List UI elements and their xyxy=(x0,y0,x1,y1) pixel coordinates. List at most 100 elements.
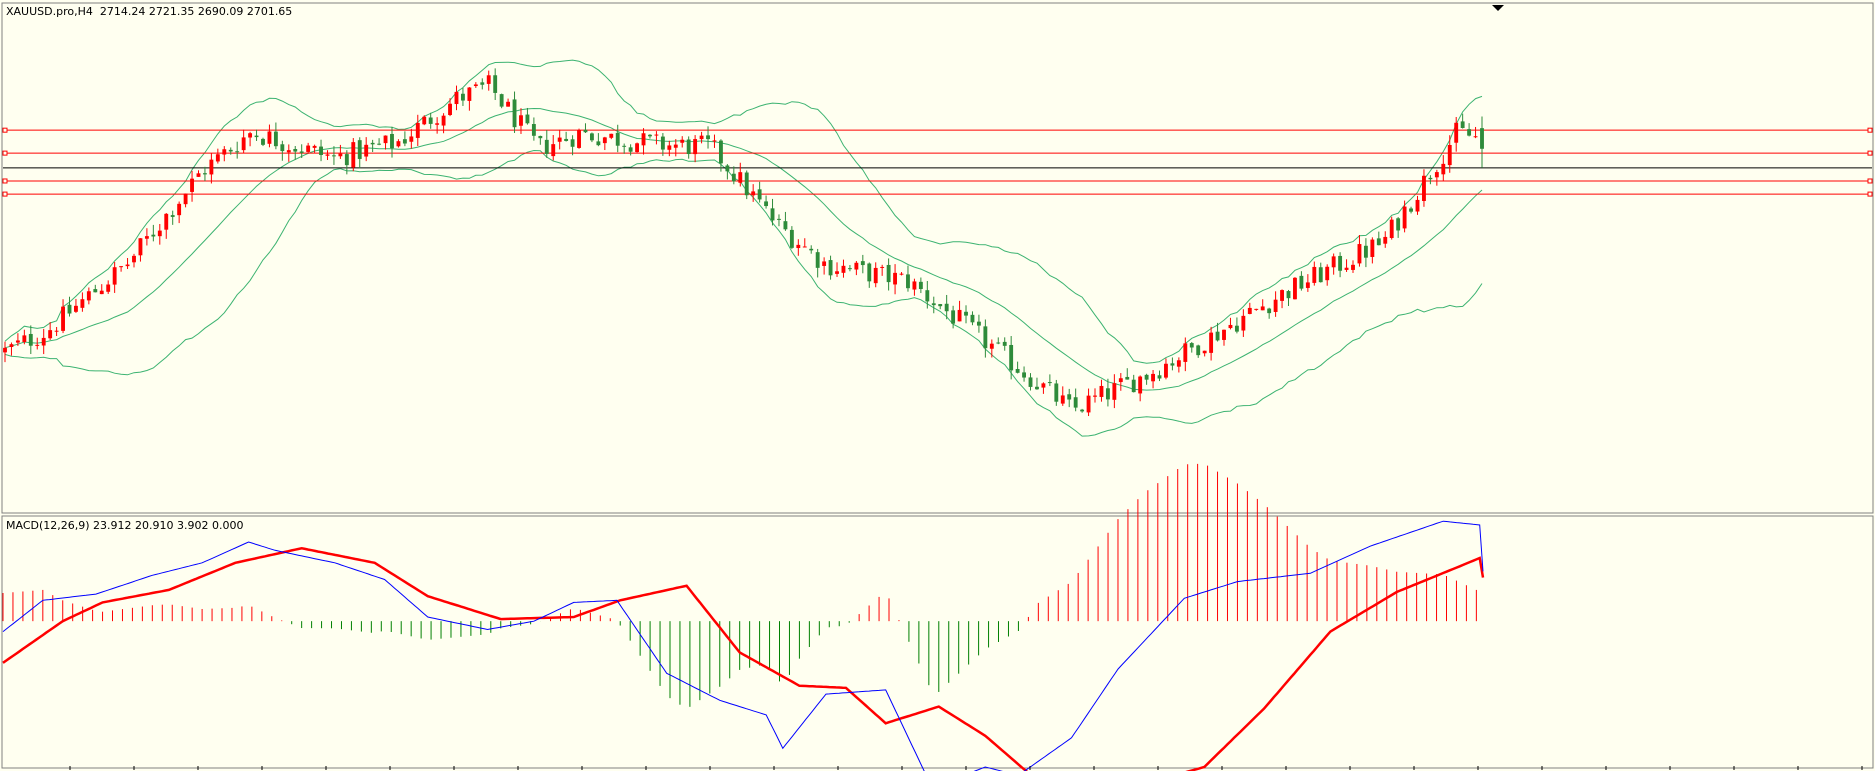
candle[interactable] xyxy=(712,134,717,148)
candle[interactable] xyxy=(1060,386,1065,406)
candle[interactable] xyxy=(899,272,904,276)
candle[interactable] xyxy=(835,262,839,277)
candle[interactable] xyxy=(725,164,730,180)
candle[interactable] xyxy=(1105,378,1110,407)
candle[interactable] xyxy=(1009,336,1014,380)
candle[interactable] xyxy=(512,91,517,133)
candle[interactable] xyxy=(1247,302,1252,315)
candle[interactable] xyxy=(976,314,981,333)
candle[interactable] xyxy=(609,133,614,140)
candle[interactable] xyxy=(254,129,259,141)
candle[interactable] xyxy=(1028,373,1033,391)
candle[interactable] xyxy=(1099,379,1104,402)
candle[interactable] xyxy=(422,115,427,126)
candle[interactable] xyxy=(764,195,769,209)
candle[interactable] xyxy=(648,134,652,139)
candle[interactable] xyxy=(209,153,214,184)
candle[interactable] xyxy=(667,140,672,157)
candle[interactable] xyxy=(177,201,182,224)
candle[interactable] xyxy=(1022,366,1027,382)
candle[interactable] xyxy=(886,258,891,291)
candle[interactable] xyxy=(957,300,962,322)
candle[interactable] xyxy=(673,139,678,157)
candle[interactable] xyxy=(1467,123,1472,137)
candle[interactable] xyxy=(241,129,246,154)
candle[interactable] xyxy=(544,130,549,158)
candle[interactable] xyxy=(151,224,156,242)
candle[interactable] xyxy=(551,135,556,161)
candle[interactable] xyxy=(3,341,7,363)
candle[interactable] xyxy=(635,142,640,153)
candle[interactable] xyxy=(402,131,407,147)
candle[interactable] xyxy=(1222,329,1226,346)
candle[interactable] xyxy=(654,131,659,145)
candle[interactable] xyxy=(1144,373,1149,385)
candle[interactable] xyxy=(1286,289,1291,307)
candle[interactable] xyxy=(1293,277,1297,300)
candle[interactable] xyxy=(1299,271,1304,291)
candle[interactable] xyxy=(448,98,452,117)
candle[interactable] xyxy=(125,258,130,269)
candle[interactable] xyxy=(54,327,59,336)
candle[interactable] xyxy=(686,136,691,159)
level-handle-right[interactable] xyxy=(1867,150,1873,156)
candle[interactable] xyxy=(306,142,311,154)
candle[interactable] xyxy=(183,193,188,208)
candle[interactable] xyxy=(1202,350,1207,357)
candle[interactable] xyxy=(1305,274,1310,292)
candle[interactable] xyxy=(351,138,356,172)
candle[interactable] xyxy=(248,131,253,147)
candle[interactable] xyxy=(280,140,285,161)
candle[interactable] xyxy=(660,133,665,156)
candle[interactable] xyxy=(499,93,504,109)
candle[interactable] xyxy=(15,333,20,346)
candle[interactable] xyxy=(1441,155,1446,181)
candle[interactable] xyxy=(699,131,704,144)
candle[interactable] xyxy=(190,170,194,202)
candle[interactable] xyxy=(28,325,33,355)
candle[interactable] xyxy=(1125,368,1130,380)
candle[interactable] xyxy=(390,126,394,158)
candle[interactable] xyxy=(731,166,736,185)
candle[interactable] xyxy=(467,87,472,111)
candle[interactable] xyxy=(1325,264,1330,286)
candle[interactable] xyxy=(67,296,72,317)
candle[interactable] xyxy=(312,144,317,153)
candle[interactable] xyxy=(215,148,220,164)
candle[interactable] xyxy=(718,139,723,172)
candle[interactable] xyxy=(144,228,149,246)
candle[interactable] xyxy=(41,328,46,355)
candle[interactable] xyxy=(564,131,569,142)
candle[interactable] xyxy=(1183,337,1188,372)
candle[interactable] xyxy=(1434,169,1439,186)
candle[interactable] xyxy=(964,305,968,324)
candle[interactable] xyxy=(293,146,298,160)
candle[interactable] xyxy=(1260,299,1265,311)
candle[interactable] xyxy=(996,337,1001,345)
candle[interactable] xyxy=(99,284,104,295)
candle[interactable] xyxy=(261,137,265,147)
candle[interactable] xyxy=(22,329,27,345)
candle[interactable] xyxy=(332,146,336,165)
candle[interactable] xyxy=(1035,377,1039,390)
candle[interactable] xyxy=(9,342,14,356)
candle[interactable] xyxy=(267,124,272,148)
candle[interactable] xyxy=(641,128,646,155)
candle[interactable] xyxy=(74,298,78,313)
candle[interactable] xyxy=(61,299,65,334)
candle[interactable] xyxy=(1422,169,1426,207)
candle[interactable] xyxy=(706,126,710,149)
candle[interactable] xyxy=(777,214,781,227)
candle[interactable] xyxy=(1267,307,1272,319)
candle[interactable] xyxy=(377,138,382,146)
candle[interactable] xyxy=(822,257,827,275)
candle[interactable] xyxy=(1254,308,1259,311)
candle[interactable] xyxy=(119,265,124,272)
candle[interactable] xyxy=(1454,116,1459,152)
candle[interactable] xyxy=(344,150,349,175)
candle[interactable] xyxy=(203,166,207,182)
level-handle-left[interactable] xyxy=(2,178,8,184)
candle[interactable] xyxy=(1280,289,1284,309)
macd-pane[interactable] xyxy=(2,463,1485,771)
candle[interactable] xyxy=(1228,317,1233,330)
